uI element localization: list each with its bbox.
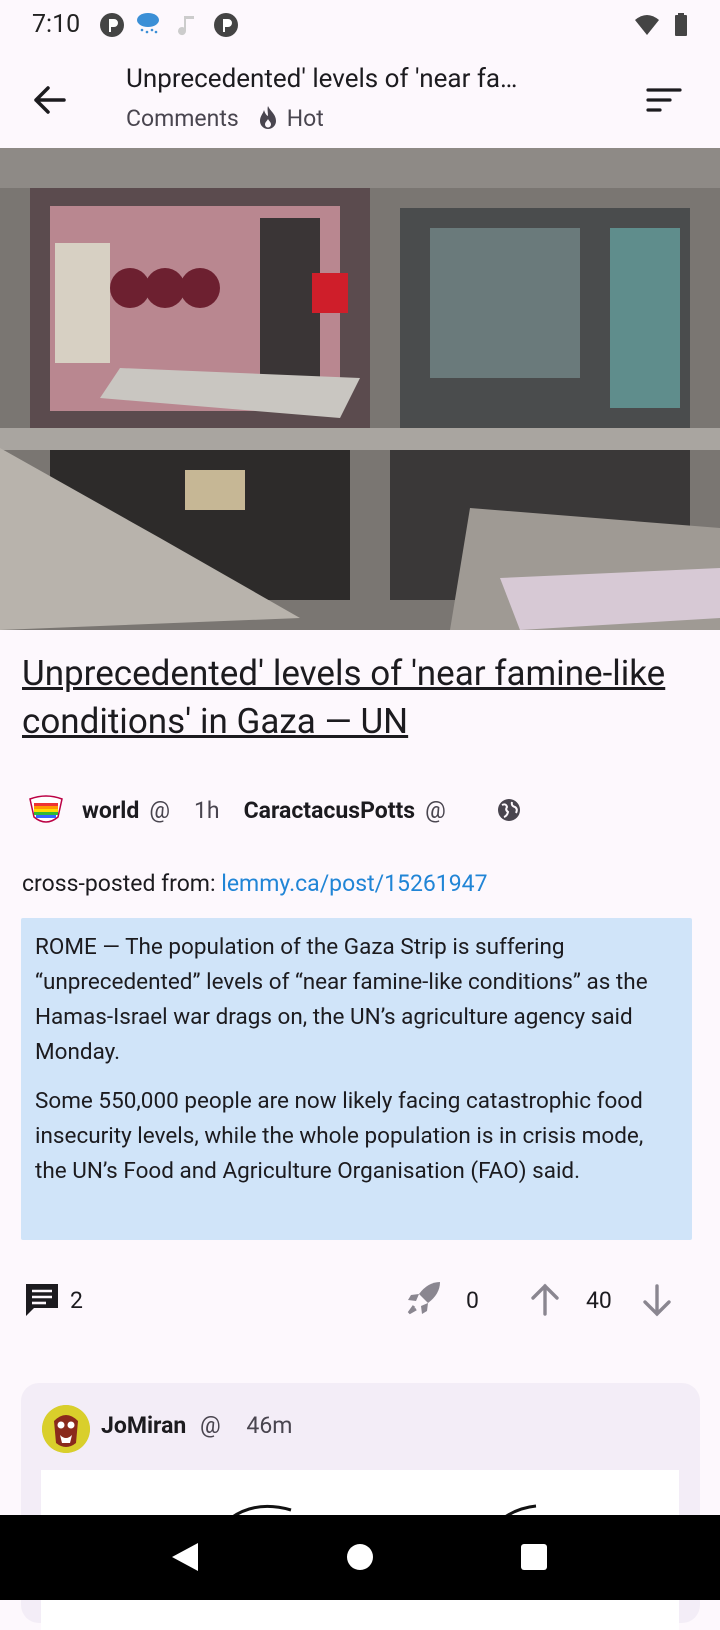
crosspost-link[interactable]: lemmy.ca/post/15261947 xyxy=(221,870,488,897)
app-notification-icon-2 xyxy=(214,13,238,37)
fire-icon xyxy=(259,106,276,129)
app-notification-icon xyxy=(100,13,124,37)
upvote-arrow-icon[interactable] xyxy=(528,1280,562,1320)
comment-age: 46m xyxy=(246,1412,293,1439)
author-instance-at: @ xyxy=(425,796,446,824)
app-bar: Unprecedented' levels of 'near fa… Comme… xyxy=(0,50,720,148)
comment-count: 2 xyxy=(70,1287,83,1314)
battery-icon xyxy=(675,13,687,36)
wifi-icon xyxy=(635,15,659,35)
music-note-icon xyxy=(178,16,194,36)
rocket-boost-icon[interactable] xyxy=(404,1278,444,1320)
status-time: 7:10 xyxy=(32,10,81,39)
post-body-quote: ROME — The population of the Gaza Strip … xyxy=(21,918,692,1240)
post-age: 1h xyxy=(194,796,220,824)
post-meta-row: world @ 1h CaractacusPotts @ xyxy=(22,792,702,828)
post-action-row: 2 0 40 xyxy=(0,1272,720,1328)
sort-hot-label: Hot xyxy=(286,104,324,132)
nav-home-icon[interactable] xyxy=(332,1533,388,1581)
nav-back-icon[interactable] xyxy=(158,1533,214,1581)
sort-icon[interactable] xyxy=(640,78,688,122)
subtitle-comments-label: Comments xyxy=(126,104,239,132)
downvote-arrow-icon[interactable] xyxy=(640,1280,674,1320)
crosspost-label: cross-posted from: xyxy=(22,870,216,897)
page-title: Unprecedented' levels of 'near fa… xyxy=(126,64,518,94)
beaver-mascot-icon xyxy=(42,1405,90,1453)
post-title-link[interactable]: Unprecedented' levels of 'near famine-li… xyxy=(22,653,666,742)
user-avatar[interactable] xyxy=(42,1405,90,1453)
back-arrow-icon[interactable] xyxy=(22,76,78,124)
status-bar: 7:10 xyxy=(0,0,720,50)
comment-icon[interactable] xyxy=(22,1280,62,1320)
boost-count: 0 xyxy=(466,1287,479,1314)
author-name[interactable]: CaractacusPotts xyxy=(243,796,416,824)
weather-rain-icon xyxy=(137,13,159,34)
comment-user-at: @ xyxy=(200,1412,221,1439)
community-name[interactable]: world xyxy=(82,796,140,824)
system-navigation-bar xyxy=(0,1515,720,1600)
post-thumbnail-image[interactable] xyxy=(0,148,720,630)
comment-header: JoMiran @ 46m xyxy=(101,1412,292,1439)
post-image-illustration xyxy=(0,148,720,630)
score-count: 40 xyxy=(586,1287,612,1314)
comment-username[interactable]: JoMiran xyxy=(101,1412,187,1439)
community-instance-at: @ xyxy=(149,796,170,824)
quote-paragraph: Some 550,000 people are now likely facin… xyxy=(35,1088,644,1184)
nav-recents-icon[interactable] xyxy=(506,1533,562,1581)
quote-paragraph: ROME — The population of the Gaza Strip … xyxy=(35,934,648,1065)
crosspost-line: cross-posted from: lemmy.ca/post/1526194… xyxy=(22,870,488,897)
page-subtitle: Comments Hot xyxy=(126,104,324,132)
globe-icon[interactable] xyxy=(496,797,522,823)
community-avatar-icon[interactable] xyxy=(24,793,68,827)
